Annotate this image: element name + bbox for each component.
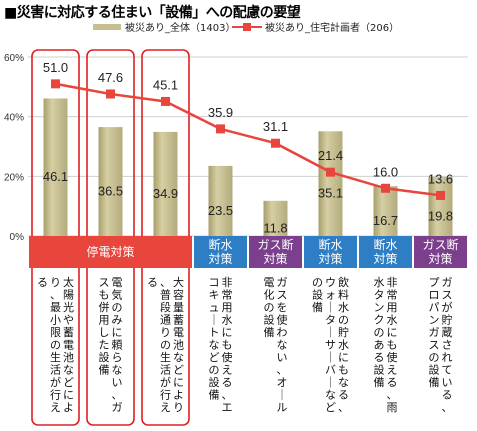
category-band-label: 停電対策: [86, 244, 134, 259]
bar: [208, 165, 233, 236]
bar-value-label: 11.8: [263, 220, 287, 235]
bar-value-label: 34.9: [153, 186, 178, 201]
category-band-label: 断水対策: [208, 237, 232, 266]
category-band: [29, 236, 192, 268]
line-marker: [326, 167, 335, 177]
legend-bar-swatch: [93, 24, 121, 30]
line-value-label: 47.6: [98, 70, 123, 85]
bar: [318, 131, 343, 236]
category-description: 電気のみに頼らない、ガスも併用した設備: [99, 276, 123, 414]
category-band-label: ガス断対策: [257, 237, 293, 266]
line-marker: [51, 79, 60, 89]
y-axis: 0% 20% 40% 60%: [4, 53, 24, 243]
line-path: [55, 82, 441, 197]
line-value-label: 16.0: [373, 164, 398, 179]
category-description: 非常用水にも使える、雨水タンクのある設備: [374, 276, 398, 414]
y-tick-label: 60%: [4, 53, 24, 64]
line-value-label: 13.6: [428, 171, 453, 186]
line-value-label: 21.4: [318, 148, 343, 163]
line-marker: [436, 190, 445, 200]
category-description: 非常用水にも使える、エコキュ｜トなどの設備: [209, 276, 233, 414]
category-descriptions: 太陽光や蓄電池などにより、最小限の生活が行える 電気のみに頼らない、ガスも併用した…: [37, 275, 453, 414]
line-marker: [381, 183, 390, 193]
legend-line-label: 被災あり_住宅計画者（206）: [265, 21, 399, 34]
legend-line-marker: [243, 23, 251, 31]
line-value-label: 51.0: [43, 60, 68, 75]
bar: [98, 127, 123, 236]
line-series: [51, 79, 445, 200]
line-marker: [106, 89, 115, 99]
category-band: [304, 236, 357, 268]
bar: [153, 131, 178, 236]
legend-bar-label: 被災あり_全体（1403）: [125, 21, 235, 34]
y-tick-label: 20%: [4, 172, 24, 183]
y-tick-label: 0%: [10, 232, 25, 243]
line-marker: [161, 96, 170, 106]
category-band-label: ガス断対策: [422, 237, 458, 266]
category-description: 飲料水の貯水にもなる、ウォ｜タ｜サ｜バ｜などの設備: [312, 275, 349, 414]
category-description: 太陽光や蓄電池などにより、最小限の生活が行える: [37, 276, 74, 414]
category-band: [414, 236, 467, 268]
line-marker: [271, 138, 280, 148]
bar: [43, 98, 68, 237]
bar-value-label: 16.7: [373, 213, 398, 228]
chart-title: ■災害に対応する住まい「設備」への配慮の要望: [4, 5, 301, 21]
line-value-label: 45.1: [153, 77, 178, 92]
legend: 被災あり_全体（1403） 被災あり_住宅計画者（206）: [93, 21, 399, 34]
line-labels: 51.0 47.6 45.1 35.9 31.1 21.4 16.0 13.6: [43, 60, 453, 187]
category-description: ガスを使わない、オ｜ル電化の設備: [264, 276, 288, 414]
category-band-label: 断水対策: [318, 237, 342, 266]
line-marker: [216, 124, 225, 134]
category-band: [359, 236, 412, 268]
line-value-label: 35.9: [208, 105, 233, 120]
bar-value-label: 23.5: [208, 203, 233, 218]
bar: [428, 176, 453, 236]
line-value-label: 31.1: [263, 119, 288, 134]
bar-series: [43, 98, 453, 237]
bar-value-label: 35.1: [318, 186, 343, 201]
bar-value-label: 36.5: [98, 184, 123, 199]
bar-value-label: 46.1: [43, 169, 68, 184]
category-description: 大容量蓄電池などにより、普段通りの生活が行える: [147, 275, 184, 414]
category-band-label: 断水対策: [373, 237, 397, 266]
bar: [373, 186, 398, 236]
category-band: [194, 236, 247, 268]
category-description: ガスが貯蔵されている、プロパンガスの設備: [429, 276, 453, 414]
bar: [263, 200, 288, 236]
category-bands: 停電対策 断水対策 ガス断対策 断水対策 断水対策 ガス断対策: [29, 236, 467, 268]
bar-labels: 46.1 36.5 34.9 23.5 11.8 35.1 16.7 19.8: [43, 169, 453, 235]
bar-value-label: 19.8: [428, 208, 453, 223]
category-band: [249, 236, 302, 268]
y-tick-label: 40%: [4, 113, 24, 124]
gridlines: [28, 56, 468, 237]
